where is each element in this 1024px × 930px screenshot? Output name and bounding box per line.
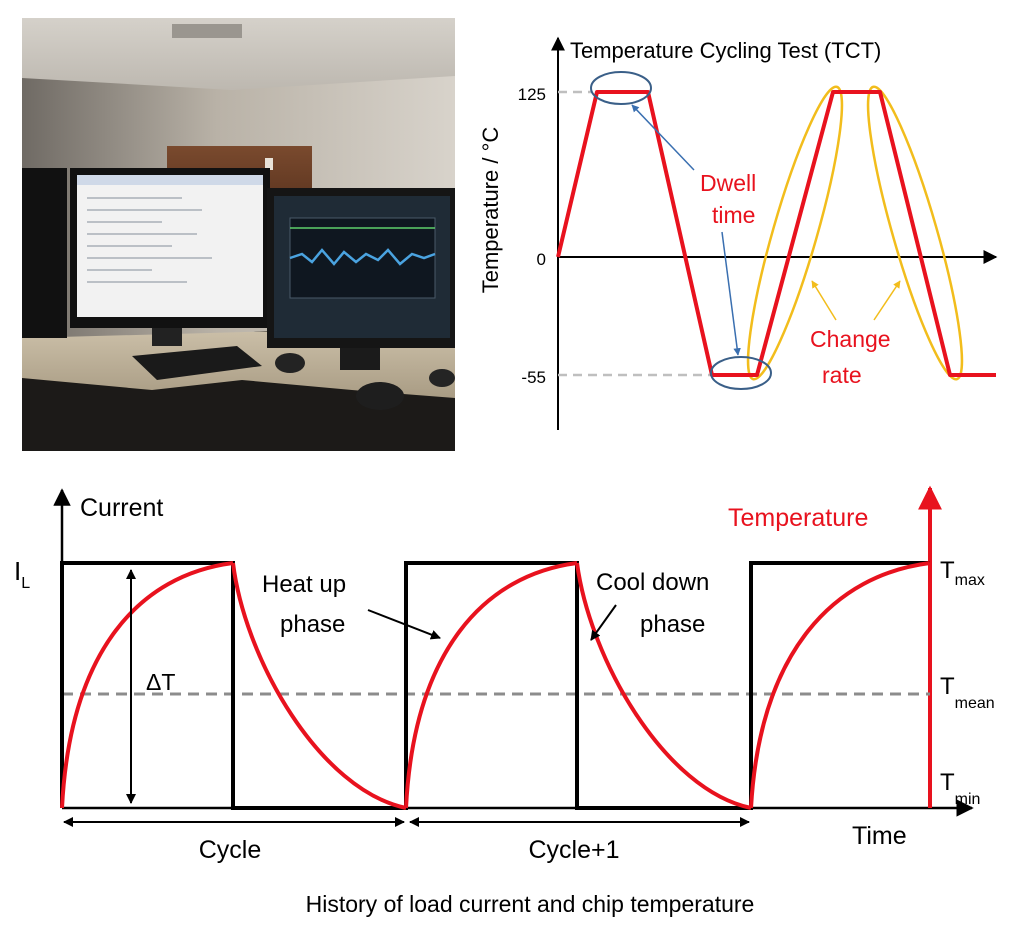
photo-mouse-2 — [356, 382, 404, 410]
photo-mouse-3 — [429, 369, 455, 387]
dwell-arrow-top — [631, 104, 695, 171]
cool-down-curve-2 — [575, 562, 752, 810]
t-min-label: Tmin — [940, 769, 980, 808]
dwell-arrow-bottom — [721, 231, 741, 356]
heat-up-label-line1: Heat up — [262, 571, 346, 598]
t-mean-label: Tmean — [940, 673, 995, 712]
time-axis-label: Time — [852, 822, 907, 850]
change-label-line1: Change — [810, 326, 891, 352]
dwell-ellipse-bottom — [710, 356, 772, 390]
photo-cabinet-label — [265, 158, 273, 170]
heat-up-arrow — [367, 609, 441, 640]
photo-monitor-right-stand — [340, 348, 380, 370]
load-current-waveform — [60, 561, 930, 810]
tct-tick-minus55: -55 — [521, 368, 546, 387]
dwell-label-line1: Dwell — [700, 170, 756, 196]
current-il-label: IL — [14, 556, 30, 592]
delta-t-label: ΔT — [146, 669, 175, 695]
photo-screen-text-lines — [87, 197, 212, 283]
tct-chart: Temperature Cycling Test (TCT) 125 0 -55… — [478, 36, 998, 430]
cool-down-curve-1 — [231, 562, 407, 810]
current-axis-label: Current — [80, 494, 163, 522]
tct-tick-0: 0 — [537, 250, 546, 269]
cool-down-arrow — [590, 604, 617, 641]
temperature-axis-label: Temperature — [728, 504, 868, 532]
change-arrow-left — [811, 280, 837, 321]
change-label-line2: rate — [822, 362, 862, 388]
photo-screen-toolbar — [77, 175, 263, 185]
cool-down-label-line2: phase — [640, 611, 705, 638]
cycle-next-label: Cycle+1 — [528, 836, 619, 864]
cool-down-label-line1: Cool down — [596, 569, 709, 596]
photo-scope-trace — [289, 248, 436, 266]
change-rate-ellipse-2 — [866, 85, 964, 381]
photo-mouse-1 — [275, 353, 305, 373]
lab-workstation-photo — [22, 18, 455, 451]
figure-caption: History of load current and chip tempera… — [306, 891, 755, 917]
photo-ceiling-light — [172, 24, 242, 38]
dwell-ellipse-top — [590, 71, 652, 105]
photo-ceiling — [22, 18, 455, 90]
heat-up-curve-3 — [749, 561, 931, 809]
cycle-label: Cycle — [199, 836, 262, 864]
heat-up-curve-2 — [404, 561, 578, 809]
t-max-label: Tmax — [940, 557, 985, 589]
heat-up-curve-1 — [60, 561, 234, 809]
change-arrow-right — [873, 280, 901, 321]
tct-temperature-profile — [556, 90, 996, 377]
photo-monitor-stand — [152, 328, 182, 346]
tct-tick-125: 125 — [518, 85, 546, 104]
cycle-diagram: ΔT Current IL Temperature Heat up phase … — [14, 485, 995, 917]
photo-monitor-left — [22, 168, 67, 338]
dwell-label-line2: time — [712, 202, 755, 228]
heat-up-label-line2: phase — [280, 611, 345, 638]
tct-title: Temperature Cycling Test (TCT) — [570, 38, 881, 63]
change-rate-ellipse-1 — [746, 85, 844, 381]
tct-y-label: Temperature / °C — [478, 127, 503, 294]
photo-keyboard — [132, 346, 262, 380]
